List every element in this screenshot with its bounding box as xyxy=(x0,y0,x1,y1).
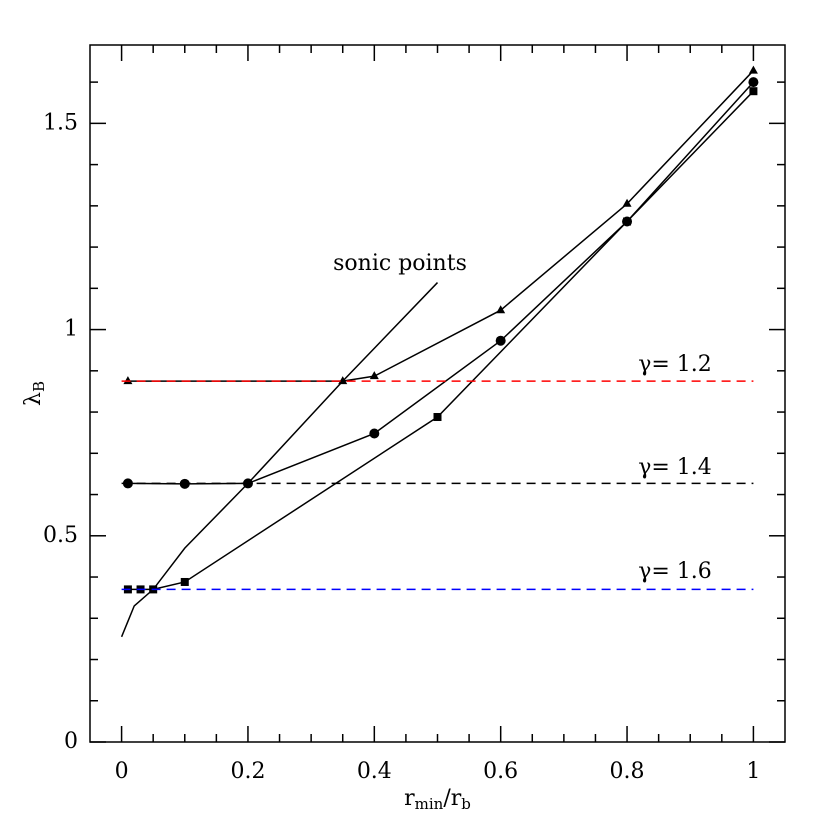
x-tick-label: 0.2 xyxy=(230,759,265,784)
y-tick-label: 0 xyxy=(64,729,78,754)
x-axis-label-part: /r xyxy=(443,786,461,811)
x-tick-label: 0.6 xyxy=(483,759,518,784)
marker xyxy=(748,77,759,88)
x-axis-label-part: min xyxy=(415,795,444,813)
marker xyxy=(749,87,758,96)
marker xyxy=(123,376,133,385)
x-axis-label-part: r xyxy=(404,786,415,811)
y-axis-label: λB xyxy=(21,381,48,406)
marker xyxy=(748,65,758,74)
marker xyxy=(369,428,380,439)
series-line xyxy=(127,90,754,591)
marker xyxy=(495,335,506,346)
x-tick-label: 0.4 xyxy=(357,759,392,784)
annotation: sonic points xyxy=(333,251,467,276)
y-tick-label: 1 xyxy=(64,317,78,342)
annotation: γ= 1.6 xyxy=(638,559,712,584)
x-tick-label: 0.8 xyxy=(610,759,645,784)
marker xyxy=(433,413,442,422)
annotation: γ= 1.4 xyxy=(638,455,712,480)
series-line xyxy=(127,81,754,485)
plot-frame xyxy=(89,44,786,743)
x-axis-label: rmin/rb xyxy=(404,786,471,813)
x-tick-label: 0 xyxy=(115,759,129,784)
x-axis-label-part: b xyxy=(461,795,471,813)
y-tick-label: 1.5 xyxy=(43,110,78,135)
marker xyxy=(496,305,506,314)
series-line xyxy=(127,70,754,382)
y-axis-label-part: λ xyxy=(21,392,46,406)
marker xyxy=(180,577,189,586)
marker xyxy=(623,217,632,226)
marker xyxy=(622,198,632,207)
y-tick-label: 0.5 xyxy=(43,523,78,548)
y-axis-label-part: B xyxy=(30,381,48,392)
x-tick-label: 1 xyxy=(746,759,760,784)
annotation: γ= 1.2 xyxy=(638,352,712,377)
series-line xyxy=(120,282,439,638)
marker xyxy=(369,371,379,380)
